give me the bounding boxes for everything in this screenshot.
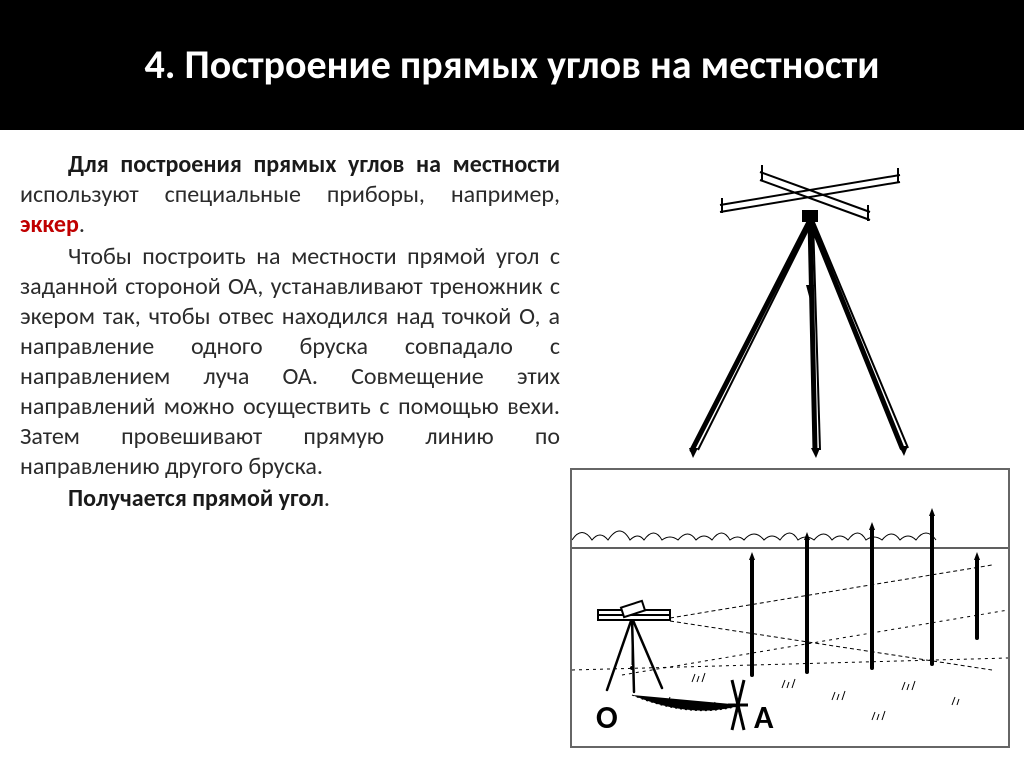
para3-bold: Получается прямой угол xyxy=(68,484,324,513)
para1-end: . xyxy=(79,210,85,239)
field-svg: O A xyxy=(572,470,1008,746)
tripod-svg xyxy=(570,150,1010,460)
label-O: O xyxy=(596,698,618,737)
para1-mid: используют специальные приборы, например… xyxy=(20,180,560,209)
text-column: Для построения прямых углов на местности… xyxy=(20,150,560,748)
title-bar: 4. Построение прямых углов на местности xyxy=(0,0,1024,130)
image-column: O A xyxy=(570,150,1010,748)
tripod-illustration xyxy=(570,150,1010,460)
para3-end: . xyxy=(324,484,330,513)
label-A: A xyxy=(754,698,774,737)
field-illustration: O A xyxy=(570,468,1010,748)
para1-lead: Для построения прямых углов на местности xyxy=(68,150,560,179)
slide-title: 4. Построение прямых углов на местности xyxy=(145,41,880,89)
paragraph-1: Для построения прямых углов на местности… xyxy=(20,150,560,240)
paragraph-2: Чтобы построить на местности прямой угол… xyxy=(20,242,560,482)
content-area: Для построения прямых углов на местности… xyxy=(0,130,1024,758)
term-ekker: эккер xyxy=(20,210,79,239)
paragraph-3: Получается прямой угол. xyxy=(20,484,560,514)
